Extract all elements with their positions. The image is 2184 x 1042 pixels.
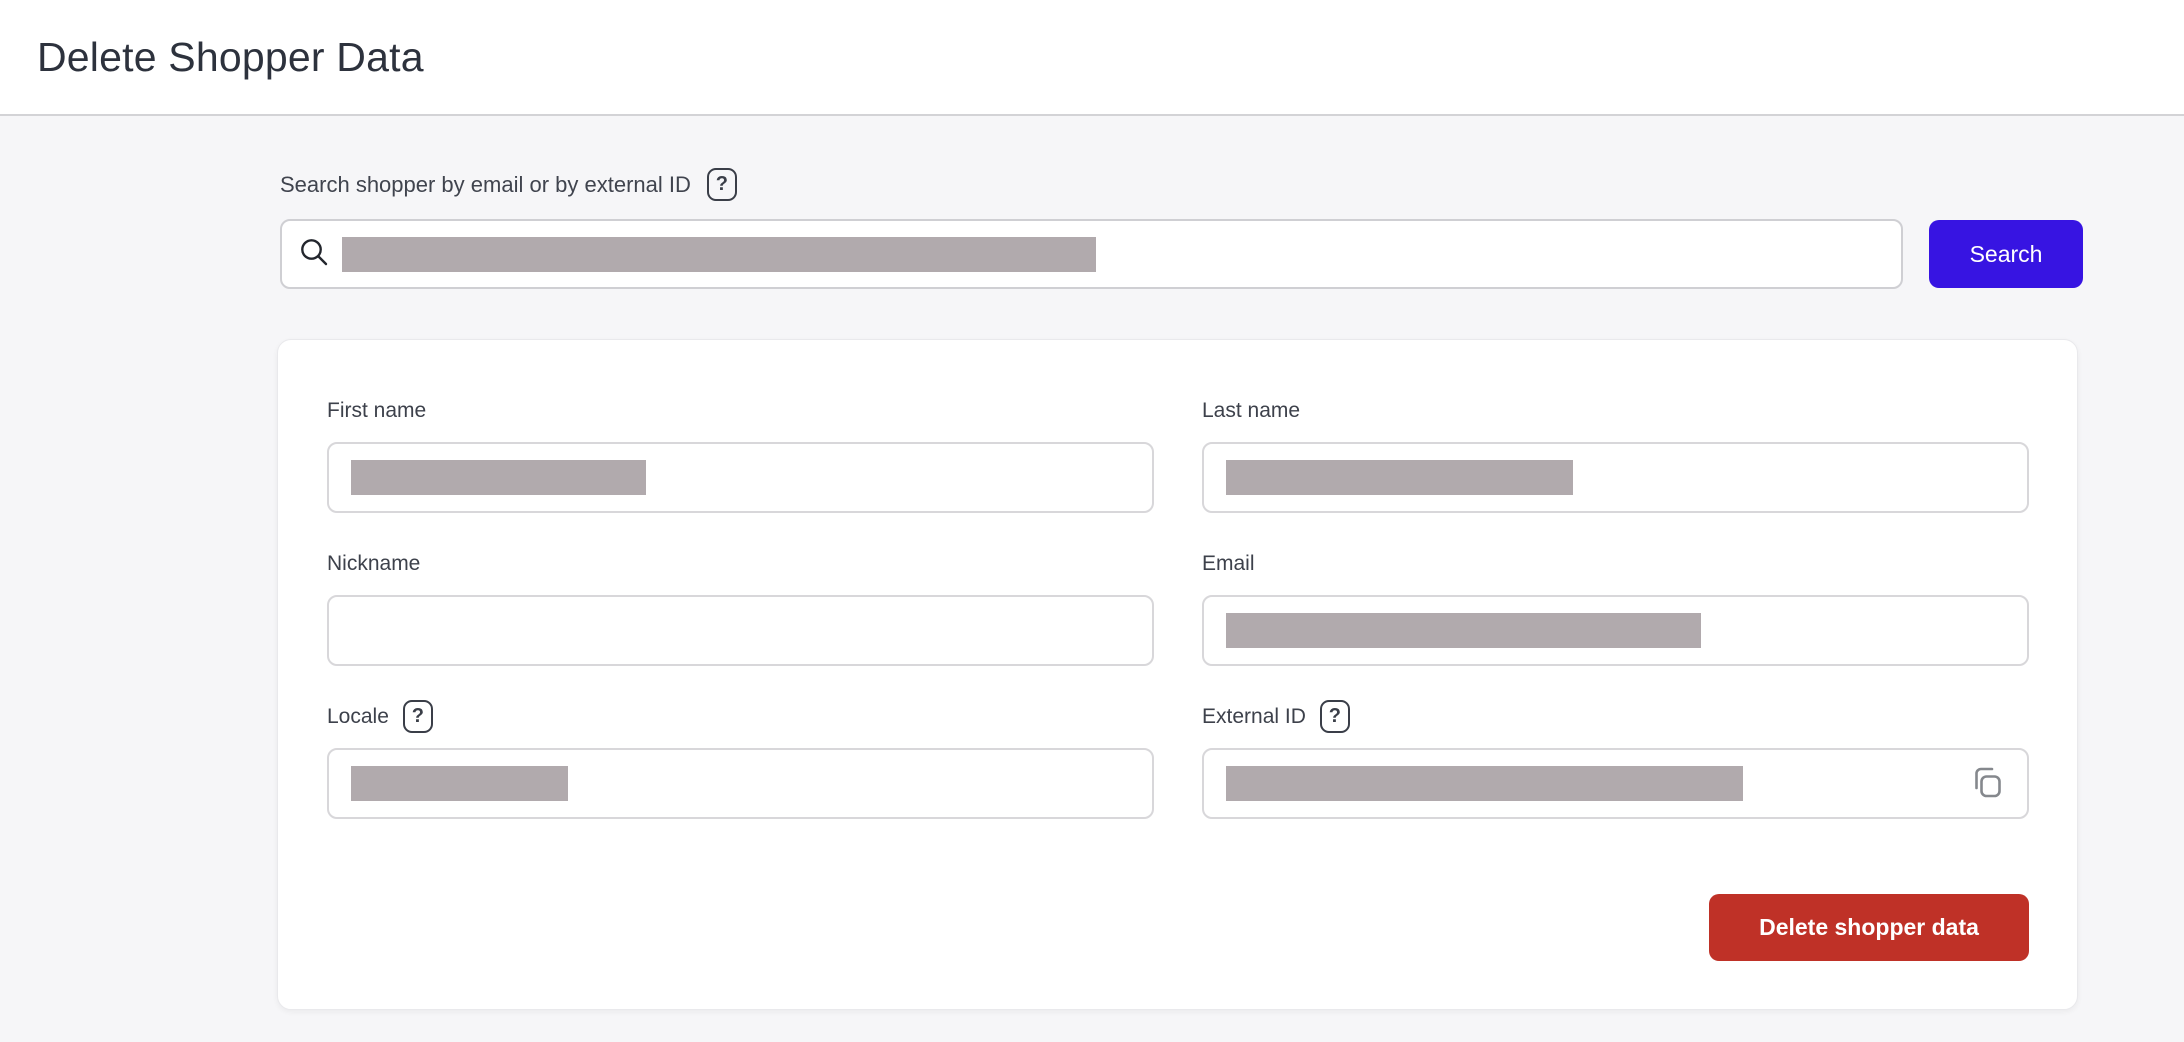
last-name-label: Last name <box>1202 398 1301 422</box>
email-input[interactable] <box>1202 595 2029 666</box>
locale-help-icon[interactable]: ? <box>402 700 433 733</box>
redacted-email-value <box>1226 613 1701 648</box>
email-label: Email <box>1202 551 1255 575</box>
locale-label: Locale <box>327 704 389 728</box>
first-name-input[interactable] <box>327 442 1154 513</box>
field-locale: Locale ? <box>327 700 1154 819</box>
nickname-input[interactable] <box>327 595 1154 666</box>
redacted-locale-value <box>351 766 568 801</box>
form-row-1: First name Last name <box>327 394 2029 513</box>
search-button[interactable]: Search <box>1929 220 2083 288</box>
redacted-external-id-value <box>1226 766 1743 801</box>
search-label-row: Search shopper by email or by external I… <box>280 168 2184 201</box>
field-nickname: Nickname <box>327 547 1154 666</box>
main-content: Search shopper by email or by external I… <box>0 116 2184 1010</box>
nickname-label: Nickname <box>327 551 421 575</box>
search-help-icon[interactable]: ? <box>706 168 737 201</box>
last-name-input[interactable] <box>1202 442 2029 513</box>
locale-input[interactable] <box>327 748 1154 819</box>
external-id-input[interactable] <box>1202 748 2029 819</box>
copy-external-id-button[interactable] <box>1969 763 2007 804</box>
copy-icon <box>1969 763 2007 804</box>
search-row: Search <box>280 219 2184 289</box>
card-actions: Delete shopper data <box>327 894 2029 961</box>
search-input[interactable] <box>280 219 1903 289</box>
question-mark-glyph: ? <box>411 705 424 727</box>
search-section: Search shopper by email or by external I… <box>280 168 2184 289</box>
redacted-first-name-value <box>351 460 646 495</box>
redacted-search-value <box>342 236 1096 272</box>
delete-shopper-data-button[interactable]: Delete shopper data <box>1709 894 2029 961</box>
redacted-last-name-value <box>1226 460 1573 495</box>
field-external-id: External ID ? <box>1202 700 2029 819</box>
question-mark-glyph: ? <box>715 173 728 195</box>
magnifier-icon <box>298 236 330 273</box>
external-id-label: External ID <box>1202 704 1306 728</box>
field-last-name: Last name <box>1202 394 2029 513</box>
page-title: Delete Shopper Data <box>37 33 424 80</box>
first-name-label: First name <box>327 398 427 422</box>
form-row-2: Nickname Email <box>327 547 2029 666</box>
search-label: Search shopper by email or by external I… <box>280 171 691 197</box>
field-first-name: First name <box>327 394 1154 513</box>
shopper-details-card: First name Last name <box>277 339 2078 1010</box>
question-mark-glyph: ? <box>1328 705 1341 727</box>
form-row-3: Locale ? External ID ? <box>327 700 2029 819</box>
page-header: Delete Shopper Data <box>0 0 2184 116</box>
external-id-help-icon[interactable]: ? <box>1319 700 1350 733</box>
field-email: Email <box>1202 547 2029 666</box>
